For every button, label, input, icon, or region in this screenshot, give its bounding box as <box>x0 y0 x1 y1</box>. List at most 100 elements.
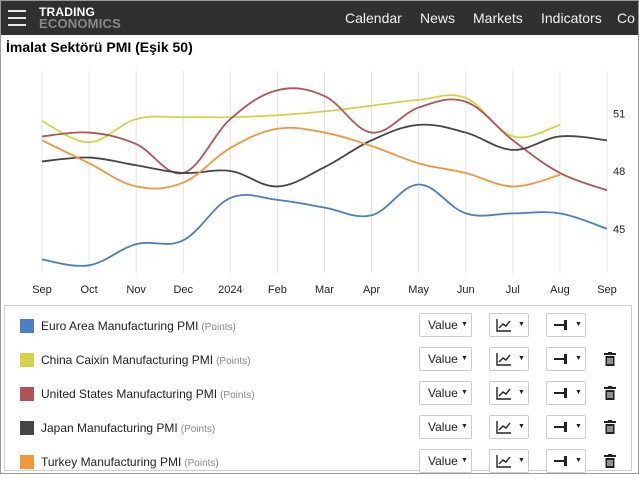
series-color-swatch[interactable] <box>20 319 34 333</box>
axis-side-icon <box>554 320 567 330</box>
series-name-text: Japan Manufacturing PMI <box>41 421 178 435</box>
series-legend: Euro Area Manufacturing PMI (Points) Value… <box>4 305 632 473</box>
value-dropdown[interactable]: Value ▼ <box>419 347 472 371</box>
x-tick-label: Jul <box>506 284 520 296</box>
caret-down-icon: ▼ <box>575 457 582 464</box>
x-tick-label: Nov <box>126 284 146 296</box>
value-dropdown[interactable]: Value ▼ <box>419 381 472 405</box>
value-dropdown-label: Value <box>428 318 458 332</box>
trash-icon[interactable] <box>604 352 616 366</box>
value-dropdown-label: Value <box>428 454 458 468</box>
caret-down-icon: ▼ <box>575 389 582 396</box>
x-tick-label: Apr <box>363 284 380 296</box>
top-navigation-bar: TRADING ECONOMICS Calendar News Markets … <box>1 1 638 35</box>
series-unit-text: (Points) <box>216 356 251 367</box>
line-chart-icon <box>496 421 511 434</box>
chart-type-dropdown[interactable]: ▼ <box>489 313 529 337</box>
value-dropdown[interactable]: Value ▼ <box>419 415 472 439</box>
nav-more-truncated[interactable]: Co <box>617 10 635 26</box>
series-color-swatch[interactable] <box>20 387 34 401</box>
caret-down-icon: ▼ <box>461 321 468 328</box>
y-tick-label: 45 <box>613 224 625 236</box>
line-chart-icon <box>496 455 511 468</box>
y-tick-label: 51 <box>613 108 625 120</box>
series-name-text: United States Manufacturing PMI <box>41 387 218 401</box>
series-name: Turkey Manufacturing PMI (Points) <box>41 455 219 469</box>
series-color-swatch[interactable] <box>20 353 34 367</box>
value-dropdown[interactable]: Value ▼ <box>419 313 472 337</box>
trash-icon-glyph <box>604 386 616 400</box>
value-dropdown-label: Value <box>428 386 458 400</box>
line-chart-icon <box>496 387 511 400</box>
trash-icon[interactable] <box>604 420 616 434</box>
axis-side-icon <box>554 422 567 432</box>
x-tick-label: Dec <box>173 284 193 296</box>
caret-down-icon: ▼ <box>518 321 525 328</box>
caret-down-icon: ▼ <box>461 457 468 464</box>
trash-icon[interactable] <box>604 454 616 468</box>
caret-down-icon: ▼ <box>461 355 468 362</box>
caret-down-icon: ▼ <box>518 389 525 396</box>
x-tick-label: Mar <box>315 284 334 296</box>
logo-line-1: TRADING <box>39 5 96 19</box>
axis-position-dropdown[interactable]: ▼ <box>546 347 586 371</box>
caret-down-icon: ▼ <box>518 423 525 430</box>
series-color-swatch[interactable] <box>20 421 34 435</box>
series-unit-text: (Points) <box>220 390 255 401</box>
axis-position-dropdown[interactable]: ▼ <box>546 381 586 405</box>
caret-down-icon: ▼ <box>575 321 582 328</box>
series-name: United States Manufacturing PMI (Points) <box>41 387 255 401</box>
series-unit-text: (Points) <box>180 424 216 435</box>
trash-icon-glyph <box>604 420 616 434</box>
nav-markets[interactable]: Markets <box>473 10 523 26</box>
chart-title-band: İmalat Sektörü PMI (Eşik 50) <box>1 35 231 61</box>
caret-down-icon: ▼ <box>518 457 525 464</box>
site-logo[interactable]: TRADING ECONOMICS <box>39 6 121 30</box>
hamburger-menu-icon[interactable] <box>8 10 26 26</box>
x-tick-label: Oct <box>81 284 98 296</box>
x-tick-label: May <box>408 284 429 296</box>
series-line-0 <box>41 183 608 267</box>
series-name-text: Euro Area Manufacturing PMI <box>41 319 199 333</box>
series-name-text: China Caixin Manufacturing PMI <box>41 353 214 367</box>
series-color-swatch[interactable] <box>20 455 34 469</box>
trash-icon[interactable] <box>604 386 616 400</box>
chart-type-dropdown[interactable]: ▼ <box>489 347 529 371</box>
chart-type-dropdown[interactable]: ▼ <box>489 415 529 439</box>
axis-position-dropdown[interactable]: ▼ <box>546 313 586 337</box>
caret-down-icon: ▼ <box>461 389 468 396</box>
trash-icon-glyph <box>604 454 616 468</box>
value-dropdown-label: Value <box>428 352 458 366</box>
y-tick-label: 48 <box>613 166 625 178</box>
chart-type-dropdown[interactable]: ▼ <box>489 449 529 473</box>
x-tick-label: Feb <box>268 284 287 296</box>
axis-side-icon <box>554 456 567 466</box>
series-line-4 <box>41 126 561 190</box>
line-chart: 45 48 51 Sep Oct Nov Dec 2024 Feb Mar Apr May Jun Jul… <box>32 71 625 296</box>
nav-news[interactable]: News <box>420 10 456 26</box>
legend-row: Japan Manufacturing PMI (Points) Value ▼ ▼ ▼ <box>5 411 631 445</box>
nav-calendar[interactable]: Calendar <box>345 10 402 26</box>
caret-down-icon: ▼ <box>575 423 582 430</box>
x-tick-label: 2024 <box>218 284 242 296</box>
series-name: Japan Manufacturing PMI (Points) <box>41 421 215 435</box>
series-name-text: Turkey Manufacturing PMI <box>41 455 182 469</box>
series-unit-text: (Points) <box>201 322 236 333</box>
series-line-3 <box>41 123 608 188</box>
logo-line-2: ECONOMICS <box>39 16 121 31</box>
x-tick-label: Sep <box>597 284 617 296</box>
axis-position-dropdown[interactable]: ▼ <box>546 449 586 473</box>
axis-position-dropdown[interactable]: ▼ <box>546 415 586 439</box>
value-dropdown[interactable]: Value ▼ <box>419 449 472 473</box>
x-tick-label: Aug <box>550 284 570 296</box>
legend-row: China Caixin Manufacturing PMI (Points) Va… <box>5 343 631 377</box>
series-line-1 <box>41 94 561 144</box>
chart-type-dropdown[interactable]: ▼ <box>489 381 529 405</box>
series-name: China Caixin Manufacturing PMI (Points) <box>41 353 251 367</box>
trash-icon-glyph <box>604 352 616 366</box>
axis-side-icon <box>554 354 567 364</box>
legend-row: United States Manufacturing PMI (Points) V… <box>5 377 631 411</box>
caret-down-icon: ▼ <box>575 355 582 362</box>
nav-indicators[interactable]: Indicators <box>541 10 602 26</box>
legend-row: Euro Area Manufacturing PMI (Points) Value… <box>5 309 631 343</box>
